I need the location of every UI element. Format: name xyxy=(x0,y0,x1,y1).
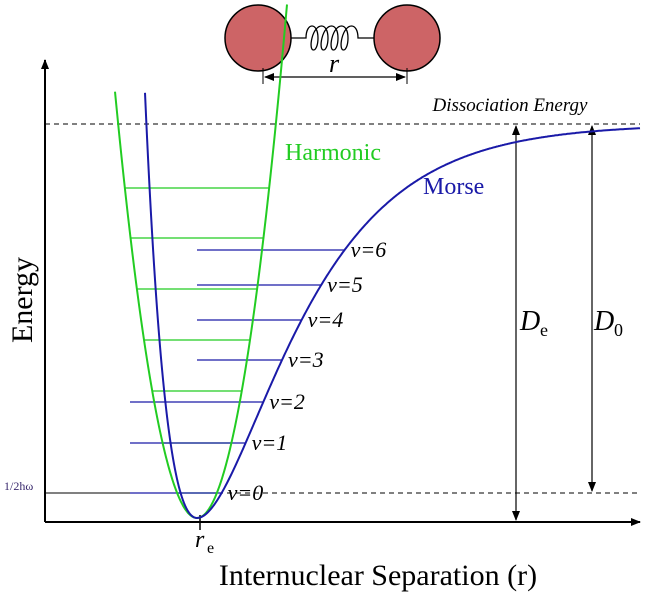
morse-curve xyxy=(144,92,641,520)
bond-label: r xyxy=(329,49,340,78)
level-label: v=1 xyxy=(252,430,288,455)
zero-point-label: 1/2hω xyxy=(4,479,33,493)
de-sub: e xyxy=(540,320,548,340)
level-label: v=3 xyxy=(288,347,324,372)
level-label: v=4 xyxy=(308,307,344,332)
level-label: v=2 xyxy=(269,389,305,414)
levels: v=0 v=1 v=2 v=3 v=4 v=5 v=6 xyxy=(124,187,387,505)
d0-sub: 0 xyxy=(614,320,623,340)
atom xyxy=(224,4,292,72)
d0-label: D xyxy=(593,306,614,337)
level-label: v=5 xyxy=(327,272,363,297)
re-label: r xyxy=(195,527,205,553)
harmonic-label: Harmonic xyxy=(285,140,381,166)
de-label: D xyxy=(519,306,540,337)
level-label: v=6 xyxy=(351,237,387,262)
dissociation-label: Dissociation Energy xyxy=(432,95,589,116)
spring xyxy=(291,25,374,51)
y-axis-label: Energy xyxy=(6,257,39,343)
atom xyxy=(373,4,441,72)
morse-label: Morse xyxy=(423,174,484,200)
level-label: v=0 xyxy=(228,480,264,505)
re-sub: e xyxy=(207,540,214,557)
x-axis-label: Internuclear Separation (r) xyxy=(219,559,537,592)
